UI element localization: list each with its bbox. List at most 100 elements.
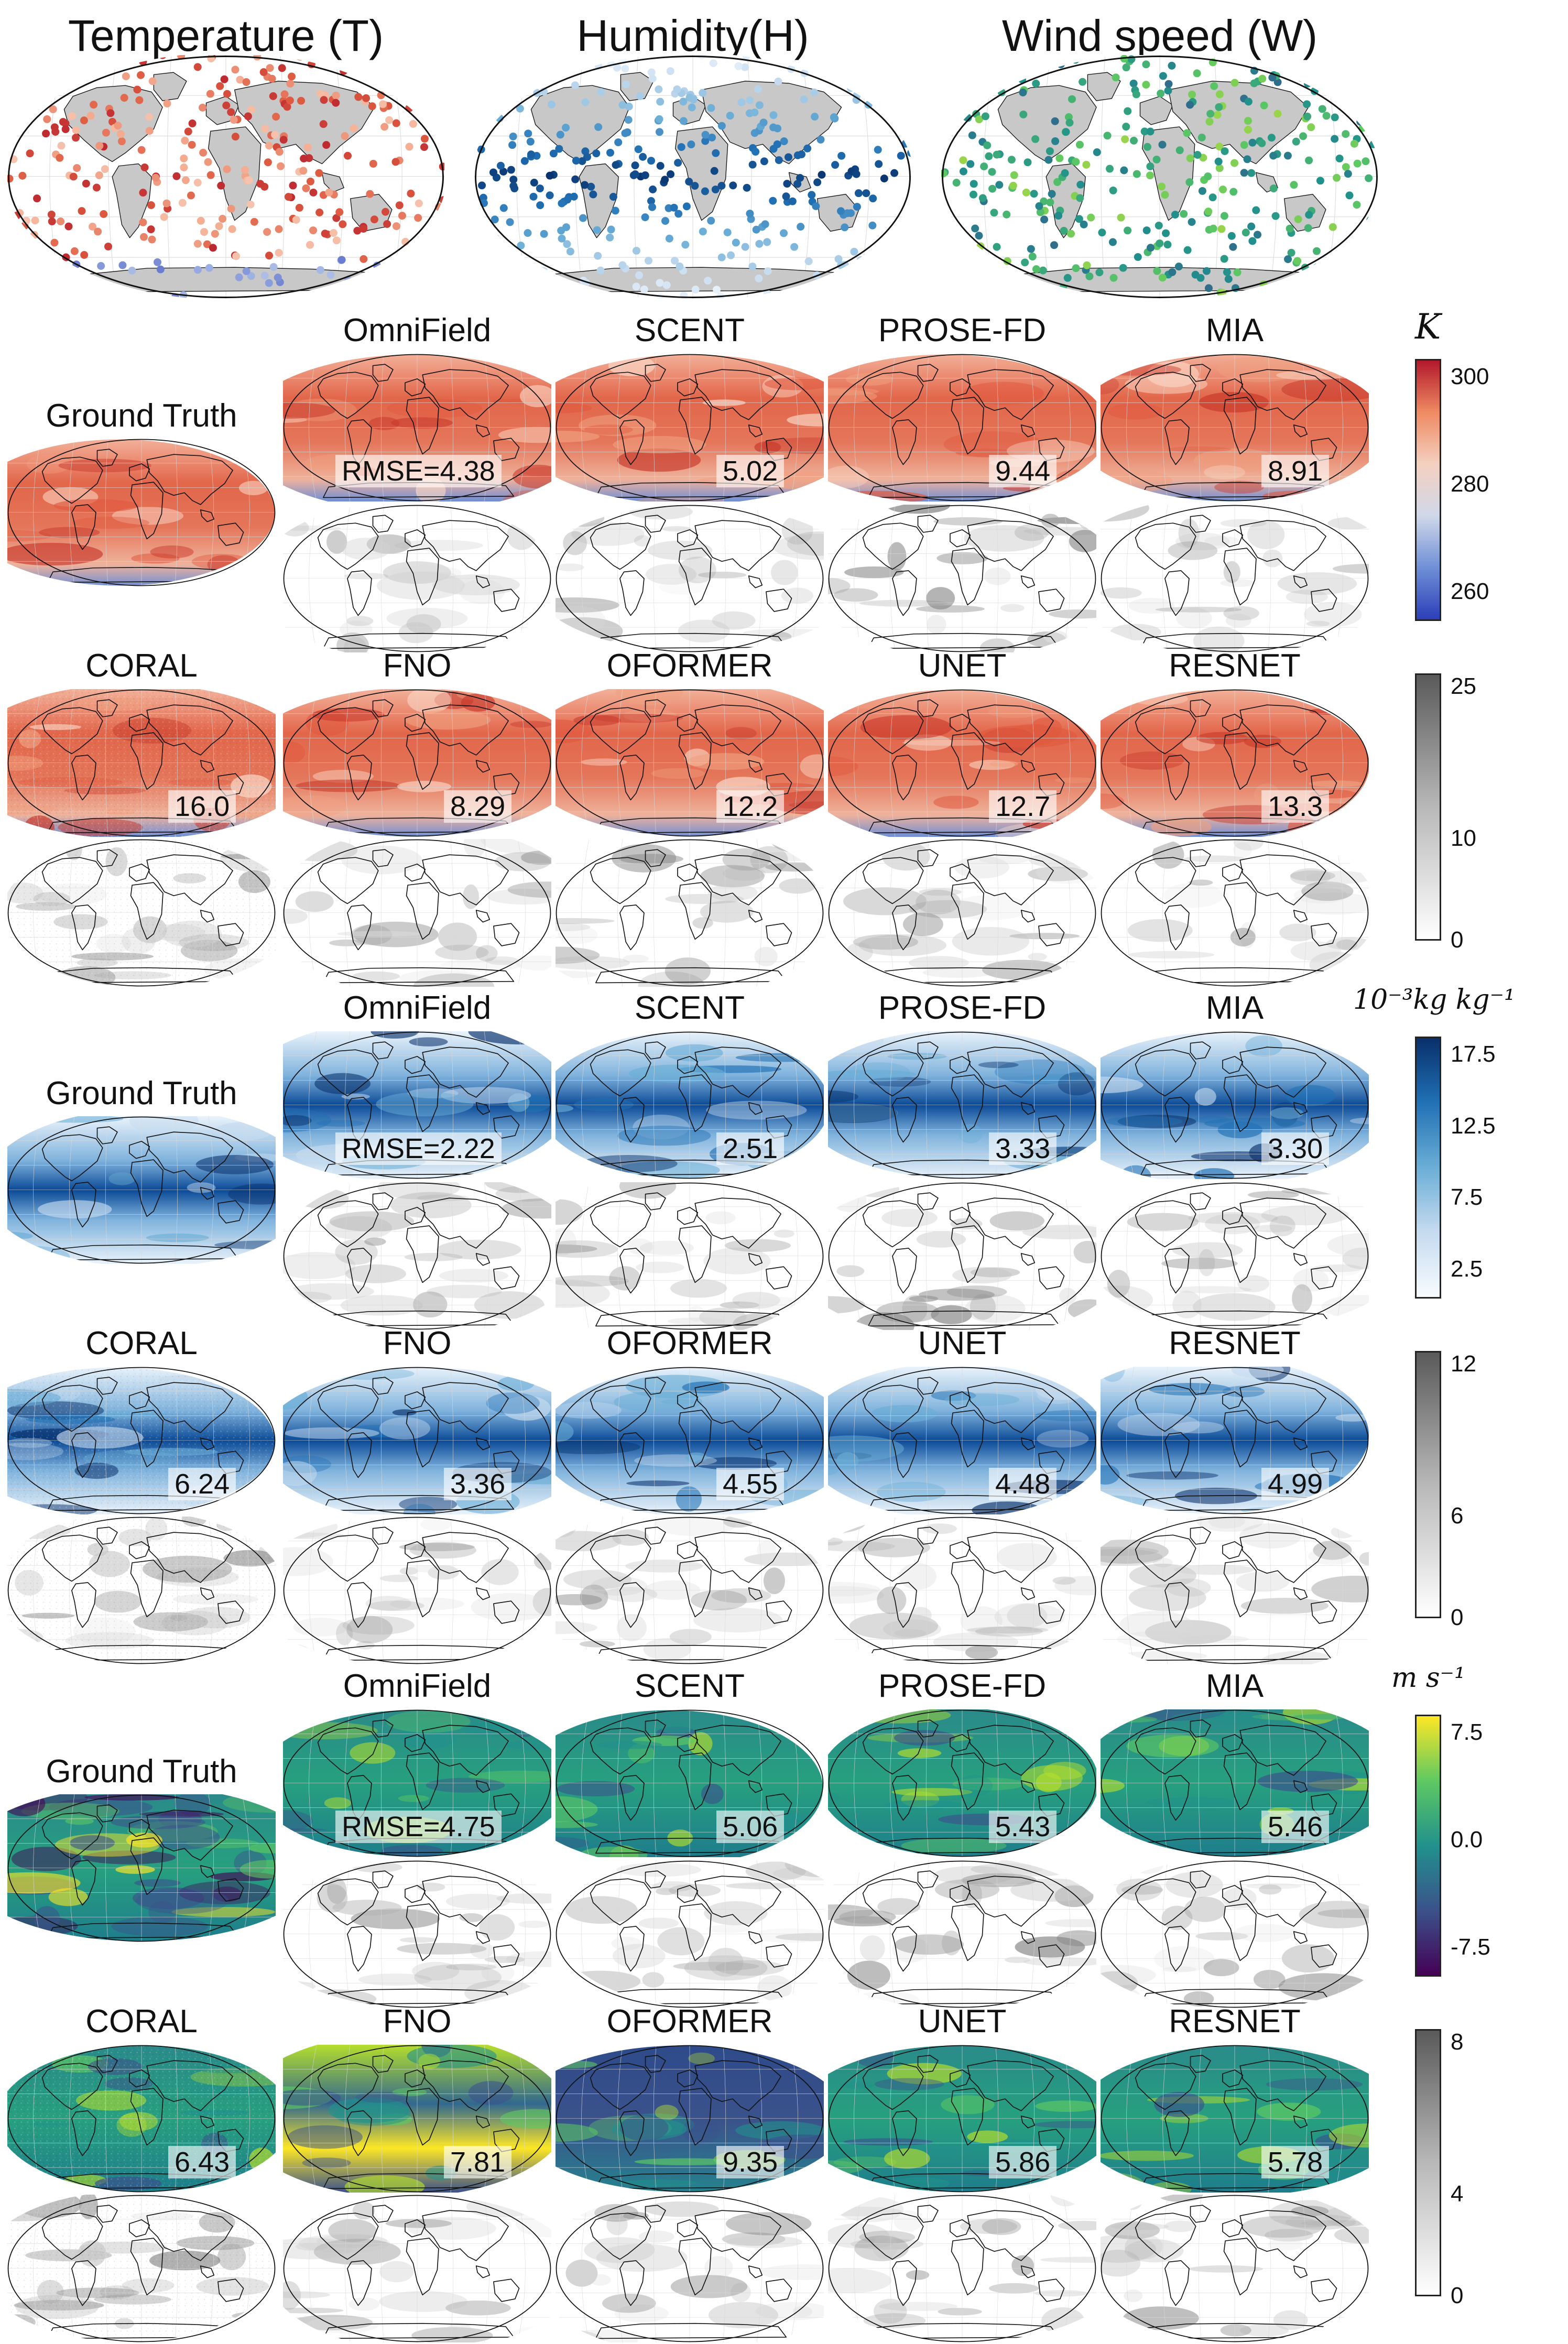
wind-error-map-prose-fd <box>828 1860 1096 2008</box>
temperature-value-colorbar-tick: 260 <box>1451 579 1489 604</box>
humidity-error-map-prose-fd <box>828 1182 1096 1330</box>
temperature-error-map-omnifield <box>283 505 551 652</box>
humidity-model-title-prose-fd: PROSE-FD <box>878 990 1047 1026</box>
humidity-model-title-scent: SCENT <box>634 990 745 1026</box>
temperature-error-colorbar-tick: 25 <box>1451 673 1476 699</box>
temperature-prediction-map-oformer <box>556 689 824 837</box>
top-title-1: Humidity(H) <box>576 11 809 60</box>
temperature-error-colorbar <box>1415 673 1441 941</box>
humidity-error-map-oformer <box>556 1517 824 1664</box>
humidity-rmse-unet: 4.48 <box>989 1468 1057 1500</box>
humidity-model-title-oformer: OFORMER <box>606 1325 773 1361</box>
top-title-2: Wind speed (W) <box>1001 11 1318 60</box>
wind-model-title-oformer: OFORMER <box>606 2003 773 2040</box>
humidity-value-colorbar-tick: 2.5 <box>1451 1256 1483 1282</box>
temperature-rmse-mia: 8.91 <box>1261 455 1330 487</box>
wind-rmse-oformer: 9.35 <box>716 2146 785 2178</box>
humidity-error-colorbar <box>1415 1351 1441 1618</box>
temperature-error-map-prose-fd <box>828 505 1096 652</box>
wind-colorbar-unit: m s⁻¹ <box>1391 1662 1465 1694</box>
wind-prediction-map-prose-fd <box>828 1709 1096 1857</box>
humidity-value-colorbar-tick: 7.5 <box>1451 1184 1483 1211</box>
humidity-rmse-prose-fd: 3.33 <box>989 1132 1057 1165</box>
temperature-model-title-resnet: RESNET <box>1169 648 1301 684</box>
temperature-model-title-fno: FNO <box>383 648 452 684</box>
wind-value-colorbar-tick: -7.5 <box>1451 1934 1490 1960</box>
humidity-rmse-resnet: 4.99 <box>1261 1468 1330 1500</box>
humidity-prediction-map-resnet <box>1101 1367 1369 1514</box>
temperature-prediction-map-fno <box>283 689 551 837</box>
humidity-error-map-coral <box>7 1517 276 1664</box>
humidity-colorbar-unit: 10⁻³kg kg⁻¹ <box>1353 984 1515 1016</box>
temperature-prediction-map-coral <box>7 689 276 837</box>
temperature-error-map-fno <box>283 839 551 987</box>
wind-ground-truth-map <box>7 1794 276 1942</box>
temperature-prediction-map-mia <box>1101 354 1369 501</box>
top-title-0: Temperature (T) <box>68 11 384 60</box>
wind-rmse-mia: 5.46 <box>1261 1811 1330 1843</box>
temperature-value-colorbar-tick: 280 <box>1451 471 1489 497</box>
humidity-value-colorbar-tick: 17.5 <box>1451 1041 1496 1067</box>
humidity-model-title-fno: FNO <box>383 1325 452 1361</box>
wind-error-colorbar <box>1415 2029 1441 2296</box>
wind-rmse-fno: 7.81 <box>444 2146 512 2178</box>
temperature-prediction-map-unet <box>828 689 1096 837</box>
wind-station-map <box>941 55 1378 299</box>
wind-error-map-fno <box>283 2195 551 2342</box>
humidity-prediction-map-unet <box>828 1367 1096 1514</box>
wind-prediction-map-unet <box>828 2045 1096 2193</box>
wind-rmse-coral: 6.43 <box>168 2146 236 2178</box>
wind-model-title-prose-fd: PROSE-FD <box>878 1668 1047 1704</box>
temperature-error-map-mia <box>1101 505 1369 652</box>
humidity-model-title-omnifield: OmniField <box>343 990 492 1026</box>
wind-rmse-omnifield: RMSE=4.75 <box>335 1811 502 1843</box>
humidity-ground-truth-map <box>7 1116 276 1264</box>
wind-prediction-map-resnet <box>1101 2045 1369 2193</box>
wind-model-title-fno: FNO <box>383 2003 452 2040</box>
temperature-error-map-oformer <box>556 839 824 987</box>
temperature-prediction-map-resnet <box>1101 689 1369 837</box>
wind-model-title-scent: SCENT <box>634 1668 745 1704</box>
humidity-station-map <box>474 55 911 299</box>
humidity-error-map-fno <box>283 1517 551 1664</box>
temperature-error-map-resnet <box>1101 839 1369 987</box>
wind-rmse-resnet: 5.78 <box>1261 2146 1330 2178</box>
wind-value-colorbar <box>1415 1715 1441 1977</box>
wind-value-colorbar-tick: 0.0 <box>1451 1827 1483 1852</box>
humidity-prediction-map-prose-fd <box>828 1031 1096 1179</box>
wind-model-title-mia: MIA <box>1205 1668 1264 1704</box>
wind-error-map-coral <box>7 2195 276 2342</box>
humidity-model-title-coral: CORAL <box>85 1325 198 1361</box>
temperature-rmse-unet: 12.7 <box>989 790 1057 823</box>
temperature-error-map-coral <box>7 839 276 987</box>
temperature-model-title-omnifield: OmniField <box>343 312 492 348</box>
wind-error-map-unet <box>828 2195 1096 2342</box>
temperature-error-colorbar-tick: 0 <box>1451 927 1464 953</box>
wind-rmse-unet: 5.86 <box>989 2146 1057 2178</box>
wind-model-title-coral: CORAL <box>85 2003 198 2040</box>
temperature-rmse-omnifield: RMSE=4.38 <box>335 455 502 487</box>
humidity-rmse-oformer: 4.55 <box>716 1468 785 1500</box>
humidity-error-colorbar-tick: 6 <box>1451 1503 1464 1529</box>
humidity-error-colorbar-tick: 12 <box>1451 1350 1476 1377</box>
humidity-rmse-omnifield: RMSE=2.22 <box>335 1132 502 1165</box>
wind-error-colorbar-tick: 4 <box>1451 2181 1464 2207</box>
temperature-model-title-prose-fd: PROSE-FD <box>878 312 1047 348</box>
humidity-error-map-scent <box>556 1182 824 1330</box>
temperature-ground-truth-map <box>7 439 276 586</box>
humidity-error-map-mia <box>1101 1182 1369 1330</box>
temperature-error-colorbar-tick: 10 <box>1451 825 1476 852</box>
temperature-rmse-resnet: 13.3 <box>1261 790 1330 823</box>
temperature-station-map <box>7 55 444 299</box>
wind-error-map-mia <box>1101 1860 1369 2008</box>
wind-ground-truth-label: Ground Truth <box>46 1753 237 1790</box>
temperature-model-title-unet: UNET <box>918 648 1007 684</box>
wind-error-map-omnifield <box>283 1860 551 2008</box>
temperature-model-title-coral: CORAL <box>85 648 198 684</box>
humidity-ground-truth-label: Ground Truth <box>46 1075 237 1111</box>
temperature-rmse-prose-fd: 9.44 <box>989 455 1057 487</box>
humidity-error-map-omnifield <box>283 1182 551 1330</box>
temperature-rmse-coral: 16.0 <box>168 790 236 823</box>
wind-error-colorbar-tick: 0 <box>1451 2283 1464 2308</box>
wind-value-colorbar-tick: 7.5 <box>1451 1719 1483 1745</box>
